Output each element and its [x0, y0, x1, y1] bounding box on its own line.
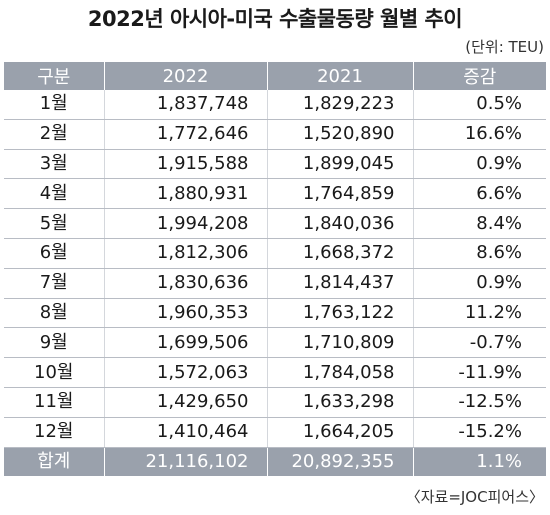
change-cell: -0.7%: [413, 327, 546, 359]
value-2022-cell: 1,880,931: [104, 178, 268, 210]
table-body: 1월 1,837,748 1,829,223 0.5% 2월 1,772,646 1,520…: [4, 90, 546, 477]
value-2022-cell: 1,429,650: [104, 387, 268, 418]
total-month-cell: 합계: [4, 447, 105, 477]
value-2021-cell: 1,520,890: [267, 119, 414, 150]
month-cell: 10월: [4, 357, 105, 388]
change-cell: -11.9%: [413, 357, 546, 388]
month-cell: 12월: [4, 417, 105, 448]
value-2021-cell: 1,899,045: [267, 149, 414, 180]
value-2021-cell: 1,664,205: [267, 417, 414, 448]
table-row: 9월 1,699,506 1,710,809 -0.7%: [4, 327, 546, 359]
month-cell: 9월: [4, 327, 105, 359]
header-cell-change: 증감: [413, 62, 546, 90]
table-row: 7월 1,830,636 1,814,437 0.9%: [4, 268, 546, 299]
header-cell-2022: 2022: [104, 62, 268, 90]
month-cell: 11월: [4, 387, 105, 418]
month-cell: 7월: [4, 268, 105, 299]
table-title: 2022년 아시아-미국 수출물동량 월별 추이: [87, 7, 463, 31]
export-volume-table: 구분 2022 2021 증감 1월 1,837,748 1,829,223 0.5%…: [4, 62, 546, 477]
value-2021-cell: 1,668,372: [267, 238, 414, 269]
table-row: 3월 1,915,588 1,899,045 0.9%: [4, 149, 546, 180]
change-cell: 0.5%: [413, 90, 546, 120]
value-2022-cell: 1,699,506: [104, 327, 268, 359]
change-cell: -12.5%: [413, 387, 546, 418]
header-row: 구분 2022 2021 증감: [4, 62, 546, 90]
change-cell: 0.9%: [413, 268, 546, 299]
change-cell: 16.6%: [413, 119, 546, 150]
table-row: 4월 1,880,931 1,764,859 6.6%: [4, 178, 546, 210]
total-value-2021-cell: 20,892,355: [267, 447, 414, 477]
table-row: 12월 1,410,464 1,664,205 -15.2%: [4, 417, 546, 448]
source-note: 〈자료=JOC피어스〉: [405, 488, 544, 506]
table-row: 6월 1,812,306 1,668,372 8.6%: [4, 238, 546, 269]
change-cell: 8.4%: [413, 208, 546, 239]
total-value-2022-cell: 21,116,102: [104, 447, 268, 477]
month-cell: 2월: [4, 119, 105, 150]
value-2022-cell: 1,572,063: [104, 357, 268, 388]
value-2021-cell: 1,784,058: [267, 357, 414, 388]
table-row: 11월 1,429,650 1,633,298 -12.5%: [4, 387, 546, 418]
value-2021-cell: 1,840,036: [267, 208, 414, 239]
value-2022-cell: 1,410,464: [104, 417, 268, 448]
value-2021-cell: 1,764,859: [267, 178, 414, 210]
total-row: 합계 21,116,102 20,892,355 1.1%: [4, 447, 546, 477]
month-cell: 5월: [4, 208, 105, 239]
value-2021-cell: 1,633,298: [267, 387, 414, 418]
table-row: 1월 1,837,748 1,829,223 0.5%: [4, 90, 546, 120]
value-2022-cell: 1,830,636: [104, 268, 268, 299]
value-2022-cell: 1,772,646: [104, 119, 268, 150]
total-change-cell: 1.1%: [413, 447, 546, 477]
change-cell: 0.9%: [413, 149, 546, 180]
header-cell-category: 구분: [4, 62, 105, 90]
change-cell: 11.2%: [413, 298, 546, 329]
value-2022-cell: 1,915,588: [104, 149, 268, 180]
unit-note: (단위: TEU): [465, 38, 544, 56]
value-2022-cell: 1,994,208: [104, 208, 268, 239]
value-2021-cell: 1,814,437: [267, 268, 414, 299]
value-2022-cell: 1,812,306: [104, 238, 268, 269]
table-row: 8월 1,960,353 1,763,122 11.2%: [4, 298, 546, 329]
header-cell-2021: 2021: [267, 62, 414, 90]
table-row: 2월 1,772,646 1,520,890 16.6%: [4, 119, 546, 150]
value-2021-cell: 1,763,122: [267, 298, 414, 329]
value-2021-cell: 1,710,809: [267, 327, 414, 359]
month-cell: 3월: [4, 149, 105, 180]
month-cell: 6월: [4, 238, 105, 269]
month-cell: 4월: [4, 178, 105, 210]
value-2022-cell: 1,960,353: [104, 298, 268, 329]
change-cell: -15.2%: [413, 417, 546, 448]
table-row: 10월 1,572,063 1,784,058 -11.9%: [4, 357, 546, 388]
change-cell: 8.6%: [413, 238, 546, 269]
change-cell: 6.6%: [413, 178, 546, 210]
month-cell: 1월: [4, 90, 105, 120]
value-2022-cell: 1,837,748: [104, 90, 268, 120]
value-2021-cell: 1,829,223: [267, 90, 414, 120]
month-cell: 8월: [4, 298, 105, 329]
table-row: 5월 1,994,208 1,840,036 8.4%: [4, 208, 546, 239]
